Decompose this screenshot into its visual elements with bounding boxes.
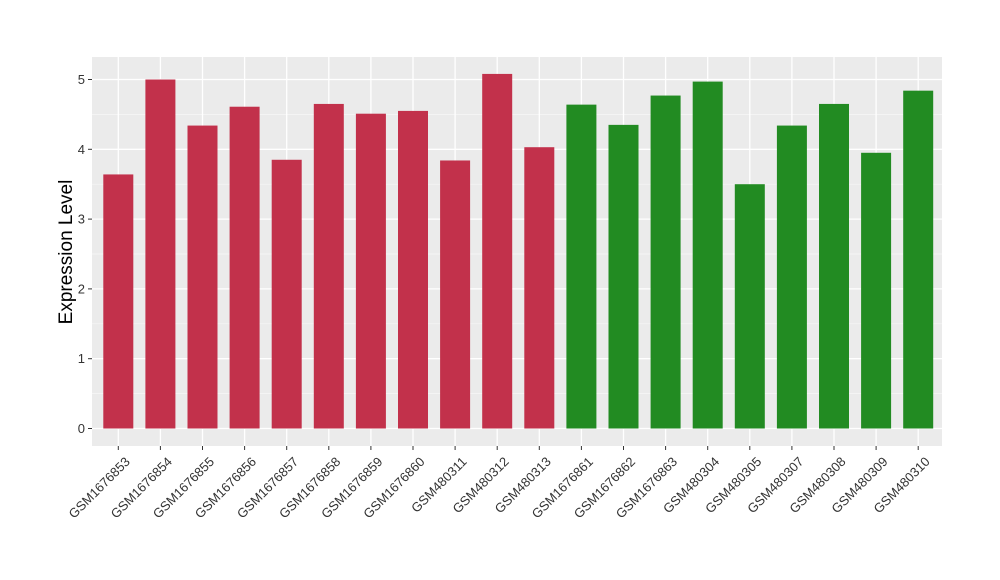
bar-GSM480311 [440, 160, 471, 429]
bar-GSM1676863 [650, 95, 681, 429]
bar-GSM480307 [776, 125, 807, 429]
y-tick-label: 1 [78, 351, 85, 366]
bar-GSM1676854 [145, 79, 176, 429]
bar-GSM480304 [692, 81, 723, 429]
y-axis: 0 1 2 3 4 5 [78, 72, 92, 436]
bar-GSM480310 [903, 90, 934, 429]
y-tick-label: 2 [78, 281, 85, 296]
bar-GSM1676855 [187, 125, 218, 429]
bar-GSM480308 [819, 103, 849, 429]
y-tick-label: 0 [78, 421, 85, 436]
bar-GSM1676857 [271, 159, 302, 429]
bar-GSM1676861 [566, 104, 597, 429]
x-axis: GSM1676853GSM1676854GSM1676855GSM1676856… [66, 446, 933, 521]
bar-GSM1676862 [608, 124, 639, 429]
y-tick-label: 4 [78, 142, 85, 157]
bar-GSM1676858 [313, 103, 344, 429]
y-tick-label: 5 [78, 72, 85, 87]
bar-GSM1676859 [355, 113, 386, 429]
bar-GSM1676853 [103, 174, 134, 429]
bar-GSM480305 [734, 184, 765, 429]
bar-GSM480309 [861, 152, 892, 429]
y-axis-title: Expression Level [56, 180, 77, 325]
bar-GSM480312 [482, 73, 513, 429]
plot-panel [92, 57, 942, 446]
bar-GSM1676860 [398, 110, 428, 429]
bars [103, 73, 934, 429]
bar-GSM480313 [524, 147, 555, 429]
bar-GSM1676856 [229, 106, 260, 429]
y-tick-label: 3 [78, 212, 85, 227]
